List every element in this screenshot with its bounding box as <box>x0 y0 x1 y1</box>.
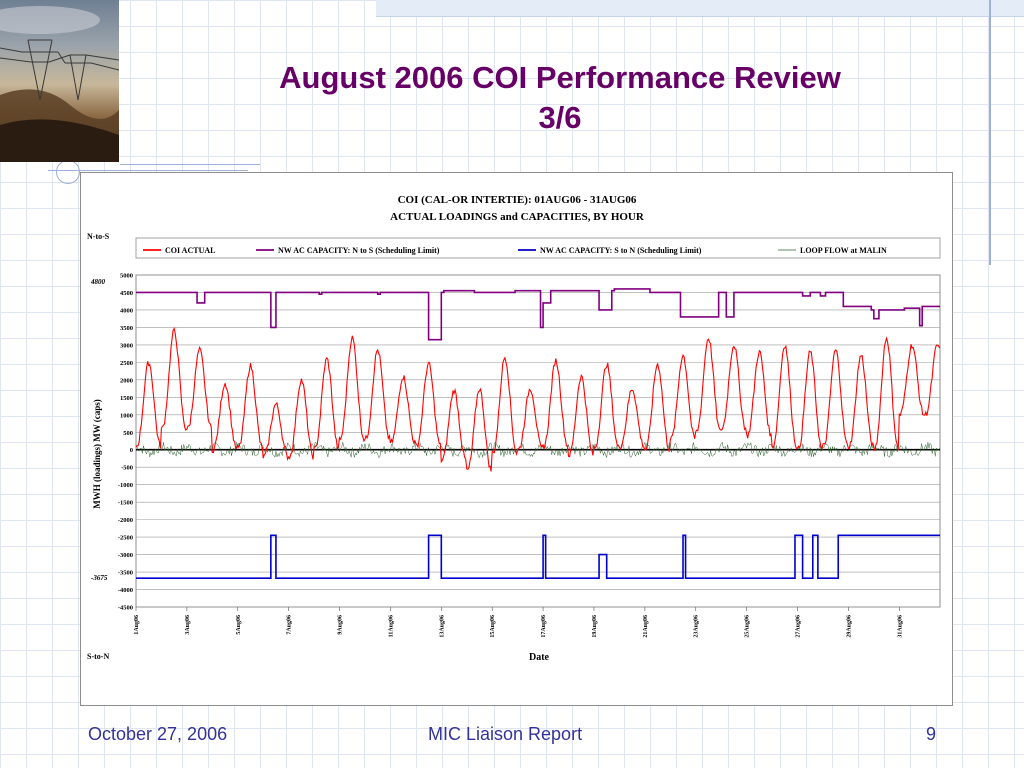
label-south-to-north: S-to-N <box>87 652 109 661</box>
x-tick-label: 23Aug06 <box>694 615 700 638</box>
y-tick-label: 0 <box>130 447 133 454</box>
y-axis-label: MWH (loadings) MW (caps) <box>92 399 102 509</box>
x-tick-label: 11Aug06 <box>388 615 394 637</box>
y-tick-label: 3500 <box>120 325 133 332</box>
legend-label-0: COI ACTUAL <box>165 246 215 255</box>
marker-bottom-label: -3675 <box>91 574 108 582</box>
x-tick-label: 9Aug06 <box>338 615 344 635</box>
page-title: August 2006 COI Performance Review 3/6 <box>180 58 940 138</box>
series-loop-flow <box>135 441 940 459</box>
y-tick-label: -500 <box>121 465 133 472</box>
footer-page-number: 9 <box>926 724 937 744</box>
x-tick-label: 13Aug06 <box>439 615 445 638</box>
chart-legend: COI ACTUAL NW AC CAPACITY: N to S (Schedu… <box>135 237 941 259</box>
chart-grid <box>135 274 941 608</box>
right-decorative-rule <box>989 0 991 265</box>
y-tick-label: 4500 <box>120 290 133 297</box>
top-decorative-band <box>376 0 1024 17</box>
x-tick-label: 25Aug06 <box>745 615 751 638</box>
x-axis-label: Date <box>529 652 550 663</box>
chart-title-line-2: ACTUAL LOADINGS and CAPACITIES, BY HOUR <box>390 211 645 223</box>
y-tick-label: -2000 <box>118 517 133 524</box>
coi-line-chart: COI (CAL-OR INTERTIE): 01AUG06 - 31AUG06… <box>87 194 941 663</box>
x-tick-label: 3Aug06 <box>185 615 191 635</box>
x-tick-label: 29Aug06 <box>846 615 852 638</box>
y-tick-label: -3500 <box>118 570 133 577</box>
y-tick-label: -1500 <box>118 500 133 507</box>
y-tick-label: -4500 <box>118 605 133 612</box>
legend-box <box>135 237 941 259</box>
y-tick-label: -3000 <box>118 552 133 559</box>
y-tick-label: -4000 <box>118 587 133 594</box>
x-tick-label: 5Aug06 <box>236 615 242 635</box>
footer-date: October 27, 2006 <box>88 724 228 744</box>
title-line-2: 3/6 <box>538 100 582 135</box>
transmission-tower-illustration <box>0 6 119 162</box>
series-coi-actual <box>135 327 941 472</box>
decorative-rule <box>48 170 248 171</box>
chart-container: COI (CAL-OR INTERTIE): 01AUG06 - 31AUG06… <box>80 172 953 706</box>
y-tick-label: 500 <box>123 430 133 437</box>
legend-label-3: LOOP FLOW at MALIN <box>800 246 887 255</box>
label-north-to-south: N-to-S <box>87 232 110 241</box>
chart-axes: 5000450040003500300025002000150010005000… <box>118 273 903 638</box>
chart-series <box>135 288 941 579</box>
decorative-circle <box>56 160 80 184</box>
legend-label-2: NW AC CAPACITY: S to N (Scheduling Limit… <box>540 246 702 255</box>
y-tick-label: 2500 <box>120 360 133 367</box>
series-nw-capacity-s-to-n <box>136 534 940 579</box>
chart-title-line-1: COI (CAL-OR INTERTIE): 01AUG06 - 31AUG06 <box>398 194 637 206</box>
x-tick-label: 19Aug06 <box>592 615 598 638</box>
y-tick-label: -1000 <box>118 482 133 489</box>
x-tick-label: 1Aug06 <box>134 615 140 635</box>
y-tick-label: 1500 <box>120 395 133 402</box>
x-tick-label: 31Aug06 <box>897 615 903 638</box>
y-tick-label: -2500 <box>118 535 133 542</box>
y-tick-label: 1000 <box>120 412 133 419</box>
power-line-photo <box>0 0 119 162</box>
series-nw-capacity-n-to-s <box>136 288 940 341</box>
y-tick-label: 2000 <box>120 377 133 384</box>
x-tick-label: 15Aug06 <box>490 615 496 638</box>
legend-label-1: NW AC CAPACITY: N to S (Scheduling Limit… <box>278 246 440 255</box>
title-line-1: August 2006 COI Performance Review <box>279 60 841 95</box>
y-tick-label: 4000 <box>120 307 133 314</box>
x-tick-label: 7Aug06 <box>287 615 293 635</box>
y-tick-label: 5000 <box>120 273 133 280</box>
x-tick-label: 17Aug06 <box>541 615 547 638</box>
footer-report-name: MIC Liaison Report <box>428 724 583 744</box>
x-tick-label: 27Aug06 <box>796 615 802 638</box>
marker-top-label: 4800 <box>90 278 106 286</box>
y-tick-label: 3000 <box>120 342 133 349</box>
x-tick-label: 21Aug06 <box>643 615 649 638</box>
decorative-rule-secondary <box>120 164 260 165</box>
